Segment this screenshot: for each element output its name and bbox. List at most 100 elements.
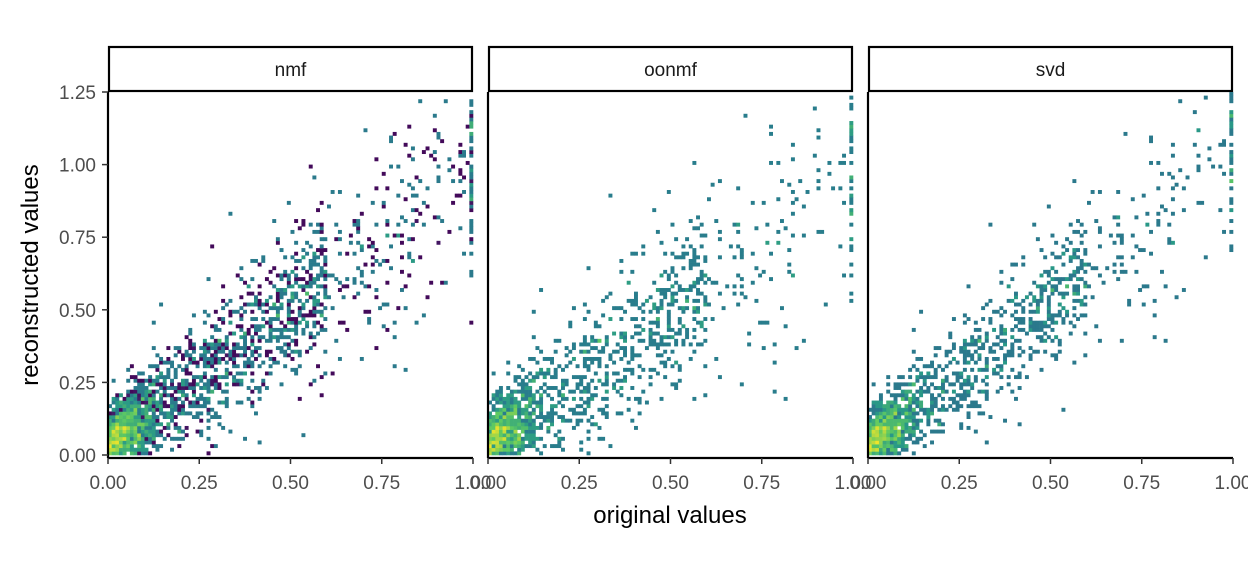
density-cell [904, 411, 909, 416]
density-cell [1170, 186, 1175, 191]
density-cell [593, 371, 598, 376]
density-cell [546, 393, 551, 398]
density-cell [140, 418, 145, 423]
density-cell [988, 298, 993, 303]
density-cell [670, 251, 675, 256]
density-cell [250, 258, 255, 263]
density-cell [699, 269, 704, 274]
density-cell [557, 393, 562, 398]
density-cell [619, 411, 624, 416]
density-cell [469, 171, 474, 176]
density-cell [1057, 302, 1062, 307]
density-cell [663, 375, 668, 380]
density-cell [275, 313, 280, 318]
density-cell [498, 418, 503, 423]
density-cell [1050, 327, 1055, 332]
density-cell [498, 407, 503, 412]
density-cell [454, 193, 459, 198]
density-cell [137, 382, 142, 387]
density-cell [509, 440, 514, 445]
density-cell [553, 404, 558, 409]
density-cell [966, 411, 971, 416]
density-cell [199, 396, 204, 401]
density-cell [170, 400, 174, 405]
density-cell [1057, 277, 1062, 282]
density-cell [396, 164, 401, 169]
density-cell [688, 266, 693, 271]
density-cell [188, 327, 193, 332]
density-cell [780, 179, 784, 184]
density-cell [977, 338, 982, 343]
density-cell [272, 306, 277, 311]
density-cell [520, 396, 525, 401]
density-cell [184, 411, 189, 416]
density-cell [769, 160, 773, 165]
density-cell [937, 418, 942, 423]
density-cell [498, 433, 503, 438]
density-cell [685, 298, 690, 303]
density-cell [951, 342, 956, 347]
density-cell [323, 248, 328, 253]
density-cell [878, 400, 883, 405]
density-cell [498, 386, 503, 390]
density-cell [1046, 324, 1051, 329]
density-cell [330, 273, 335, 278]
density-cell [126, 407, 131, 412]
density-cell [301, 277, 306, 282]
density-cell [930, 364, 934, 369]
density-cell [1039, 338, 1044, 343]
density-cell [410, 237, 415, 242]
density-cell [524, 425, 529, 430]
density-cell [458, 171, 463, 176]
density-cell [268, 349, 273, 354]
density-cell [681, 324, 686, 329]
density-cell [995, 342, 1000, 347]
density-cell [849, 131, 854, 136]
density-cell [988, 222, 993, 227]
density-cell [659, 353, 664, 358]
density-cell [323, 288, 328, 292]
density-cell [191, 349, 196, 354]
density-cell [962, 338, 967, 343]
density-cell [1054, 284, 1059, 289]
density-cell [491, 371, 496, 376]
density-cell [539, 371, 544, 376]
density-cell [498, 451, 503, 456]
density-cell [144, 411, 149, 416]
density-cell [308, 277, 313, 282]
density-cell [469, 240, 474, 245]
density-cell [747, 342, 752, 347]
density-cell [586, 396, 591, 401]
density-cell [235, 371, 240, 376]
density-cell [1046, 313, 1051, 318]
density-cell [199, 375, 204, 380]
density-cell [177, 404, 182, 409]
density-cell [133, 389, 138, 394]
density-cell [126, 422, 131, 427]
density-cell [184, 393, 189, 398]
density-cell [213, 349, 218, 354]
density-cell [626, 360, 631, 365]
density-cell [663, 288, 668, 292]
density-cell [148, 396, 153, 401]
density-cell [188, 386, 193, 390]
density-cell [356, 229, 361, 234]
density-cell [213, 356, 218, 361]
density-cell [202, 375, 207, 380]
density-cell [886, 447, 891, 452]
x-tick-label: 0.25 [941, 473, 978, 494]
density-cell [571, 346, 576, 351]
density-cell [849, 200, 854, 205]
density-cell [794, 197, 799, 202]
density-cell [1035, 327, 1040, 332]
density-cell [692, 248, 697, 253]
density-cell [268, 306, 273, 311]
density-cell [962, 346, 967, 351]
density-cell [495, 429, 500, 434]
density-cell [973, 429, 978, 434]
density-cell [254, 411, 258, 416]
density-cell [319, 269, 324, 274]
density-cell [1170, 197, 1175, 202]
density-cell [875, 418, 880, 423]
density-cell [699, 277, 704, 282]
